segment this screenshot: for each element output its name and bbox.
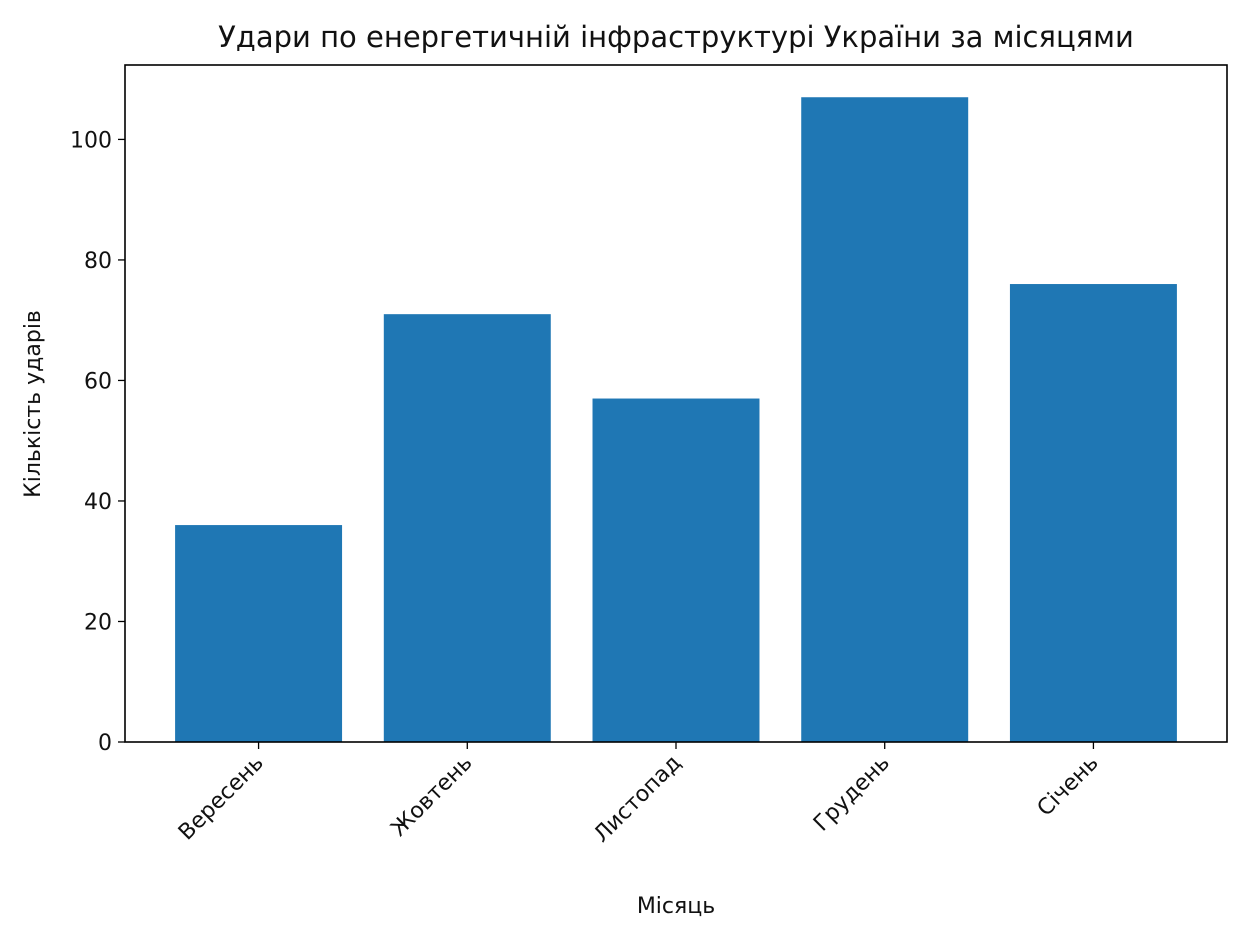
bar-1 [175,525,343,742]
y-tick-label: 80 [84,249,112,274]
x-tick-label: Жовтень [386,751,477,842]
y-tick-label: 100 [70,128,112,153]
x-axis-label: Місяць [637,894,715,919]
y-tick-label: 40 [84,490,112,515]
chart-title: Удари по енергетичній інфраструктурі Укр… [218,20,1134,54]
bar-2 [383,314,551,742]
y-tick-label: 0 [98,731,112,756]
bar-3 [592,398,760,742]
y-tick-label: 20 [84,610,112,635]
y-axis-label: Кількість ударів [21,310,46,498]
x-tick-label: Вересень [174,751,269,846]
bar-5 [1009,284,1177,742]
x-tick-label: Грудень [809,751,895,837]
y-tick-label: 60 [84,369,112,394]
x-tick-label: Січень [1033,751,1104,822]
x-tick-label: Листопад [589,751,686,848]
bar-4 [801,97,969,742]
